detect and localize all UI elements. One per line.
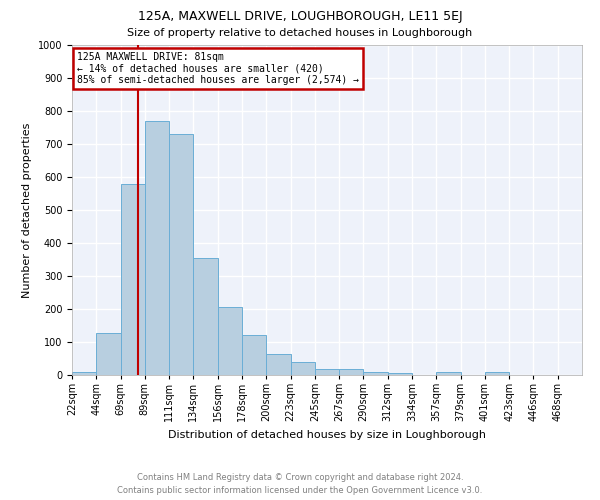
Y-axis label: Number of detached properties: Number of detached properties — [22, 122, 32, 298]
Bar — [96, 333, 121, 375]
Bar — [436, 372, 461, 375]
Text: 125A MAXWELL DRIVE: 81sqm
← 14% of detached houses are smaller (420)
85% of semi: 125A MAXWELL DRIVE: 81sqm ← 14% of detac… — [77, 52, 359, 85]
Bar — [388, 372, 412, 375]
Text: Size of property relative to detached houses in Loughborough: Size of property relative to detached ho… — [127, 28, 473, 38]
Bar — [339, 370, 364, 375]
Bar — [218, 308, 242, 375]
Bar — [145, 121, 169, 375]
Text: 125A, MAXWELL DRIVE, LOUGHBOROUGH, LE11 5EJ: 125A, MAXWELL DRIVE, LOUGHBOROUGH, LE11 … — [137, 10, 463, 23]
Bar — [485, 372, 509, 375]
Text: Contains HM Land Registry data © Crown copyright and database right 2024.
Contai: Contains HM Land Registry data © Crown c… — [118, 474, 482, 495]
Bar — [266, 354, 290, 375]
Bar — [364, 372, 388, 375]
Bar — [72, 372, 96, 375]
Bar — [242, 336, 266, 375]
Bar — [315, 369, 339, 375]
Bar — [290, 362, 315, 375]
Bar — [193, 258, 218, 375]
Bar — [121, 184, 145, 375]
X-axis label: Distribution of detached houses by size in Loughborough: Distribution of detached houses by size … — [168, 430, 486, 440]
Bar — [169, 134, 193, 375]
